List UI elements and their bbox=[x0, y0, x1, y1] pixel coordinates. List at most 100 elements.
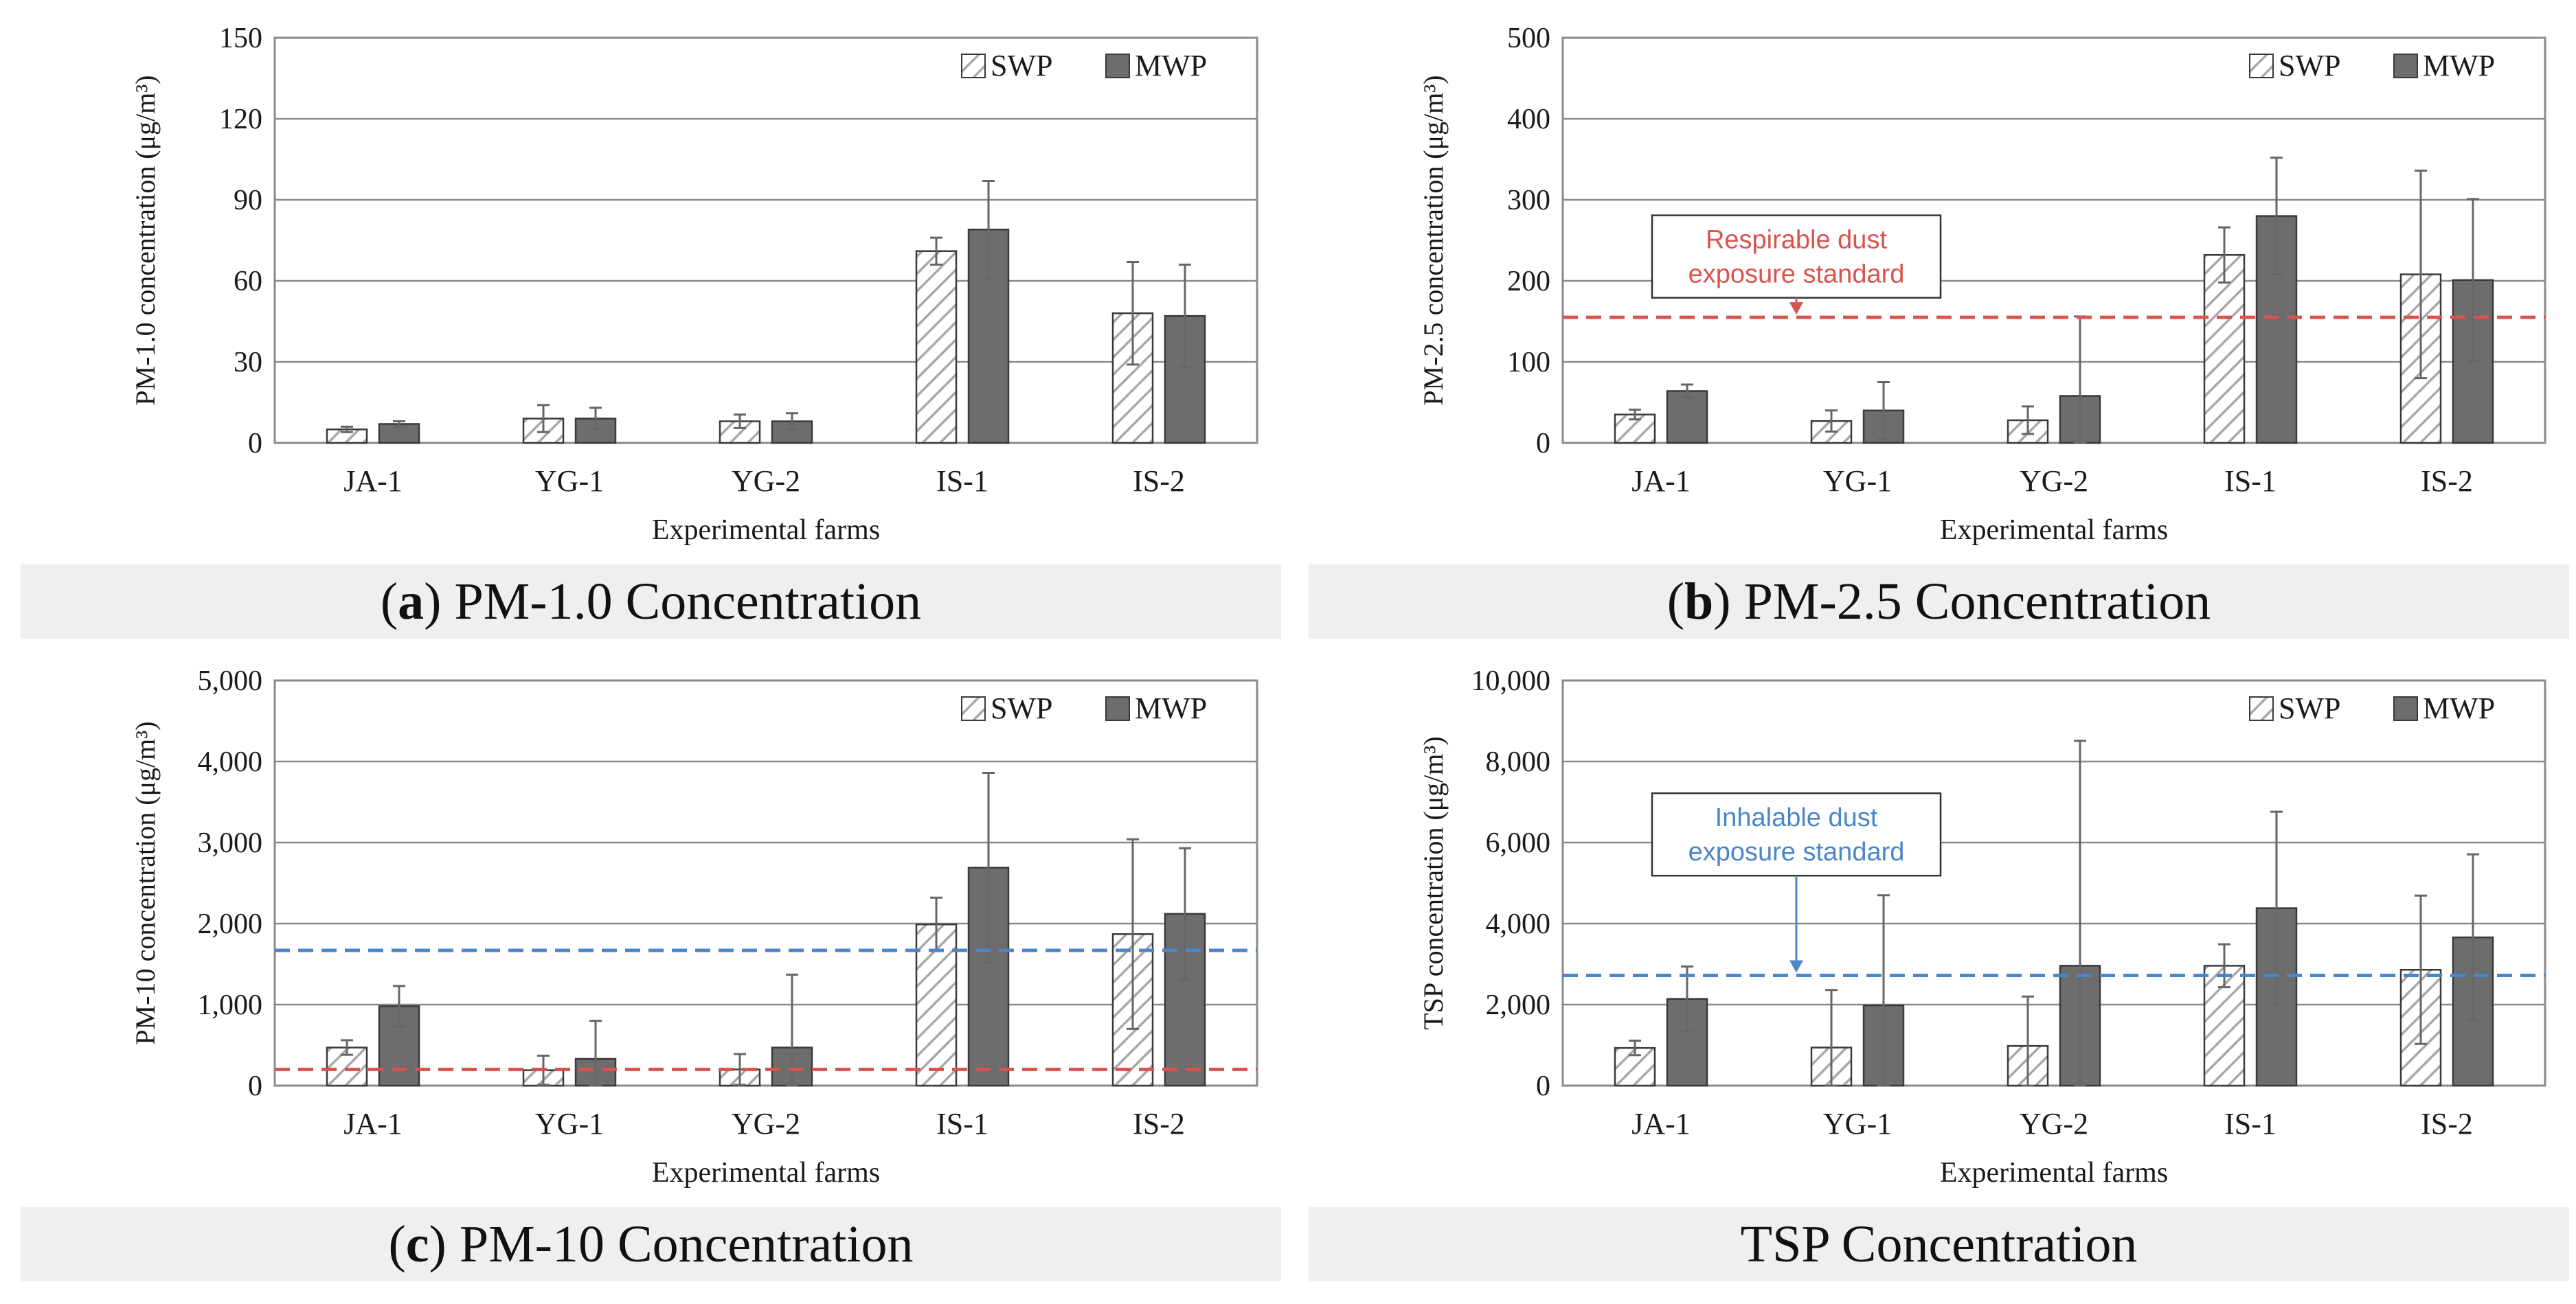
x-tick-label: IS-1 bbox=[936, 464, 988, 498]
x-axis-title: Experimental farms bbox=[652, 1157, 880, 1189]
y-tick-label: 0 bbox=[248, 1071, 262, 1102]
chart-panel-pm25: 0 100 200 300 400 500 JA-1 YG-1 YG-2 IS-1 IS-2 Resp… bbox=[1288, 0, 2576, 643]
x-tick-label: JA-1 bbox=[343, 464, 403, 498]
x-tick-label: YG-2 bbox=[2020, 464, 2088, 498]
y-tick-label: 0 bbox=[248, 428, 262, 459]
x-axis-title: Experimental farms bbox=[1940, 1157, 2168, 1189]
x-tick-label: JA-1 bbox=[1631, 464, 1691, 498]
plot-frame bbox=[273, 36, 1258, 444]
chart-svg-pm1: 0 30 60 90 120 150 JA-1 YG-1 YG-2 IS-1 IS-2 SWP MWP E… bbox=[130, 23, 1258, 546]
legend-label-mwp: MWP bbox=[2423, 49, 2495, 82]
reference-label: exposure standard bbox=[1688, 838, 1905, 867]
y-tick-label: 10,000 bbox=[1471, 665, 1551, 697]
bar-mwp bbox=[2255, 907, 2298, 1087]
x-tick-label: YG-1 bbox=[1823, 464, 1892, 498]
legend-label-mwp: MWP bbox=[1135, 691, 1207, 725]
caption-letter: a bbox=[398, 572, 425, 630]
reference-label-box bbox=[1651, 214, 1942, 299]
plot-frame bbox=[1561, 679, 2546, 1087]
legend-label-swp: SWP bbox=[2279, 49, 2340, 82]
y-tick-label: 400 bbox=[1507, 104, 1550, 135]
caption-text: TSP Concentration bbox=[1740, 1215, 2138, 1273]
y-axis-title: PM-2.5 concentration (μg/m³) bbox=[1418, 75, 1449, 405]
reference-label: Respirable dust bbox=[1706, 226, 1887, 255]
legend-swatch-swp bbox=[2249, 696, 2274, 721]
y-tick-label: 30 bbox=[234, 347, 262, 378]
y-tick-label: 8,000 bbox=[1486, 746, 1551, 778]
caption-tsp: TSP Concentration bbox=[1309, 1207, 2569, 1281]
caption-letter: c bbox=[405, 1215, 429, 1273]
chart-panel-tsp: 0 2,000 4,000 6,000 8,000 10,000 JA-1 YG-1 YG-2 I… bbox=[1288, 643, 2576, 1285]
x-tick-label: IS-2 bbox=[1133, 1107, 1185, 1141]
y-tick-label: 5,000 bbox=[198, 665, 263, 697]
legend-label-swp: SWP bbox=[991, 49, 1052, 82]
y-tick-label: 200 bbox=[1507, 266, 1550, 297]
x-tick-label: YG-1 bbox=[535, 464, 604, 498]
caption-pm25: (b) PM-2.5 Concentration bbox=[1309, 564, 2569, 639]
x-tick-label: YG-1 bbox=[535, 1107, 604, 1141]
x-tick-label: IS-1 bbox=[2224, 1107, 2276, 1141]
y-tick-label: 2,000 bbox=[1486, 990, 1551, 1021]
x-axis-title: Experimental farms bbox=[652, 514, 880, 546]
x-tick-label: YG-2 bbox=[2020, 1107, 2088, 1141]
legend-label-mwp: MWP bbox=[2423, 691, 2495, 725]
legend-swatch-mwp bbox=[1105, 54, 1130, 78]
caption-pm10: (c) PM-10 Concentration bbox=[21, 1207, 1281, 1281]
caption-text: PM-10 Concentration bbox=[459, 1215, 914, 1273]
x-tick-label: YG-1 bbox=[1823, 1107, 1892, 1141]
legend-label-swp: SWP bbox=[991, 691, 1052, 725]
bar-swp bbox=[2203, 253, 2246, 444]
legend-swatch-swp bbox=[961, 696, 986, 721]
x-tick-label: JA-1 bbox=[343, 1107, 403, 1141]
legend-swatch-mwp bbox=[1105, 696, 1130, 721]
plot-frame bbox=[273, 679, 1258, 1087]
bar-swp bbox=[915, 250, 958, 444]
y-tick-label: 150 bbox=[219, 23, 262, 54]
caption-letter: b bbox=[1684, 572, 1714, 630]
y-tick-label: 100 bbox=[1507, 347, 1550, 378]
legend-swatch-swp bbox=[2249, 54, 2274, 78]
legend-label-mwp: MWP bbox=[1135, 49, 1207, 82]
y-tick-label: 0 bbox=[1536, 1071, 1550, 1102]
x-tick-label: IS-2 bbox=[2421, 464, 2473, 498]
y-tick-label: 0 bbox=[1536, 428, 1550, 459]
chart-svg-pm25: 0 100 200 300 400 500 JA-1 YG-1 YG-2 IS-1 IS-2 Resp… bbox=[1418, 23, 2546, 546]
reference-arrow-head bbox=[1789, 302, 1803, 315]
reference-label-box bbox=[1651, 792, 1942, 877]
chart-panel-pm10: 0 1,000 2,000 3,000 4,000 5,000 JA-1 YG-1 YG-2 IS… bbox=[0, 643, 1288, 1285]
y-axis-title: TSP concentration (μg/m³) bbox=[1418, 736, 1449, 1029]
legend-swatch-mwp bbox=[2393, 696, 2418, 721]
y-tick-label: 120 bbox=[219, 104, 262, 135]
y-tick-label: 500 bbox=[1507, 23, 1550, 54]
x-tick-label: IS-2 bbox=[1133, 464, 1185, 498]
bar-mwp bbox=[574, 417, 617, 444]
chart-panel-pm1: 0 30 60 90 120 150 JA-1 YG-1 YG-2 IS-1 IS-2 SWP MWP E… bbox=[0, 0, 1288, 643]
x-tick-label: IS-1 bbox=[2224, 464, 2276, 498]
reference-label: Inhalable dust bbox=[1715, 803, 1878, 832]
y-tick-label: 2,000 bbox=[198, 908, 263, 940]
x-tick-label: YG-2 bbox=[732, 464, 800, 498]
reference-label: exposure standard bbox=[1688, 260, 1905, 289]
x-tick-label: YG-2 bbox=[732, 1107, 800, 1141]
reference-arrow-head bbox=[1789, 960, 1803, 973]
legend-swatch-swp bbox=[961, 54, 986, 78]
legend-swatch-mwp bbox=[2393, 54, 2418, 78]
caption-text: PM-2.5 Concentration bbox=[1743, 572, 2211, 630]
x-tick-label: JA-1 bbox=[1631, 1107, 1691, 1141]
y-tick-label: 300 bbox=[1507, 185, 1550, 216]
caption-text: PM-1.0 Concentration bbox=[454, 572, 922, 630]
y-axis-title: PM-1.0 concentration (μg/m³) bbox=[130, 75, 161, 405]
bar-mwp bbox=[1666, 390, 1708, 444]
x-axis-title: Experimental farms bbox=[1940, 514, 2168, 546]
x-tick-label: IS-2 bbox=[2421, 1107, 2473, 1141]
y-tick-label: 4,000 bbox=[198, 746, 263, 778]
x-tick-label: IS-1 bbox=[936, 1107, 988, 1141]
y-tick-label: 6,000 bbox=[1486, 827, 1551, 859]
plot-frame bbox=[1561, 36, 2546, 444]
chart-svg-pm10: 0 1,000 2,000 3,000 4,000 5,000 JA-1 YG-1 YG-2 IS… bbox=[130, 665, 1258, 1189]
caption-pm1: (a) PM-1.0 Concentration bbox=[21, 564, 1281, 639]
y-tick-label: 4,000 bbox=[1486, 908, 1551, 940]
y-axis-title: PM-10 concentration (μg/m³) bbox=[130, 721, 161, 1044]
y-tick-label: 90 bbox=[234, 185, 262, 216]
y-tick-label: 60 bbox=[234, 266, 262, 297]
